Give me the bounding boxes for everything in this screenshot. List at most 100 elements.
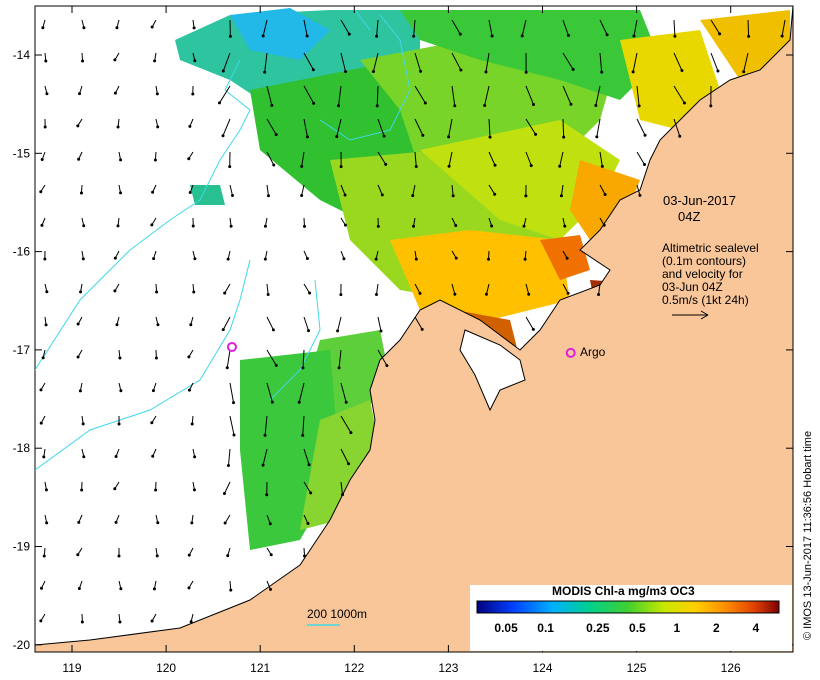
velocity-arrow-head	[306, 522, 310, 526]
velocity-arrow-head	[39, 619, 43, 623]
velocity-arrow-head	[193, 59, 197, 63]
velocity-arrow-head	[119, 158, 123, 162]
velocity-arrow	[266, 580, 271, 590]
velocity-arrow-head	[156, 323, 160, 327]
velocity-arrow-head	[263, 433, 267, 437]
note-line-2: (0.1m contours)	[662, 254, 746, 268]
velocity-arrow-head	[152, 587, 156, 591]
velocity-arrow-head	[603, 193, 607, 197]
velocity-arrow-head	[678, 134, 682, 138]
velocity-arrow-head	[263, 224, 267, 228]
colorbar-tick-label: 0.25	[586, 621, 610, 635]
map-time: 04Z	[678, 209, 700, 224]
velocity-arrow-head	[484, 292, 488, 296]
velocity-arrow-head	[534, 132, 538, 136]
velocity-arrow	[340, 448, 349, 465]
velocity-arrow-head	[269, 587, 273, 591]
velocity-arrow-head	[600, 164, 604, 168]
velocity-arrow-head	[569, 102, 573, 106]
velocity-arrow-head	[595, 135, 599, 139]
velocity-arrow-head	[228, 34, 232, 38]
velocity-arrow-head	[154, 488, 158, 492]
velocity-arrow-head	[344, 70, 348, 74]
velocity-arrow	[560, 184, 564, 196]
velocity-arrow	[525, 85, 534, 105]
velocity-arrow-head	[187, 355, 191, 359]
velocity-arrow-head	[187, 586, 191, 590]
velocity-arrow-head	[45, 92, 49, 96]
velocity-arrow-head	[117, 554, 121, 558]
velocity-arrow-head	[269, 553, 273, 557]
velocity-arrow-head	[44, 488, 48, 492]
velocity-arrow	[222, 118, 231, 136]
velocity-arrow	[599, 52, 603, 73]
bathymetry-legend: 200 1000m	[307, 607, 367, 626]
x-tick-label: 121	[250, 661, 270, 675]
velocity-arrow-head	[80, 488, 84, 492]
y-axis: -14 -15 -16 -17 -18 -19 -20	[13, 48, 793, 652]
velocity-arrow-head	[116, 125, 120, 129]
velocity-arrow	[229, 382, 235, 403]
velocity-arrow	[227, 448, 231, 466]
velocity-arrow-head	[297, 400, 301, 404]
x-tick-label: 123	[438, 661, 458, 675]
map-date: 03-Jun-2017	[663, 193, 736, 208]
velocity-arrow	[451, 85, 456, 106]
velocity-arrow	[562, 118, 565, 138]
velocity-arrow-head	[119, 389, 123, 393]
velocity-arrow-head	[272, 163, 276, 167]
velocity-arrow-head	[44, 323, 48, 327]
velocity-arrow-head	[77, 520, 81, 524]
velocity-arrow	[266, 151, 275, 166]
velocity-arrow-head	[79, 191, 83, 195]
velocity-arrow-head	[39, 388, 43, 392]
velocity-arrow-head	[374, 257, 378, 261]
velocity-arrow	[262, 448, 268, 466]
velocity-arrow-head	[265, 493, 269, 497]
y-tick-label: -17	[13, 343, 31, 357]
velocity-arrow-head	[718, 32, 722, 36]
velocity-arrow-head	[349, 431, 353, 435]
velocity-arrow-head	[115, 26, 119, 30]
velocity-arrow-head	[375, 34, 379, 38]
x-tick-label: 124	[532, 661, 552, 675]
velocity-arrow-head	[266, 293, 270, 297]
velocity-arrow	[521, 19, 527, 37]
velocity-arrow-head	[524, 194, 528, 198]
velocity-arrow-head	[189, 323, 193, 327]
velocity-arrow-head	[221, 69, 225, 73]
velocity-arrow-head	[193, 455, 197, 459]
velocity-arrow	[525, 283, 530, 295]
velocity-arrow-head	[523, 257, 527, 261]
y-tick-label: -15	[13, 146, 31, 160]
velocity-arrow	[673, 85, 685, 104]
velocity-arrow-head	[81, 257, 85, 261]
velocity-arrow	[222, 52, 231, 72]
y-tick-label: -19	[13, 540, 31, 554]
velocity-arrow-head	[187, 553, 191, 557]
velocity-arrow-head	[558, 164, 562, 168]
velocity-arrow-head	[597, 292, 601, 296]
velocity-arrow	[303, 52, 314, 71]
velocity-arrow	[414, 118, 424, 136]
velocity-arrow-head	[638, 193, 642, 197]
velocity-arrow	[303, 283, 310, 294]
velocity-arrow-head	[261, 463, 265, 467]
colorbar-tick-label: 1	[674, 621, 681, 635]
velocity-arrow-head	[154, 356, 158, 360]
velocity-arrow	[303, 316, 310, 331]
velocity-arrow-head	[483, 103, 487, 107]
velocity-arrow-head	[190, 521, 194, 525]
colorbar-ticks: 0.05 0.1 0.25 0.5 1 2 4	[494, 621, 759, 635]
velocity-arrow-head	[301, 433, 305, 437]
velocity-arrow-head	[459, 68, 463, 72]
velocity-arrow	[448, 118, 453, 137]
velocity-arrow-head	[77, 587, 81, 591]
velocity-arrow	[338, 349, 342, 368]
velocity-arrow-head	[347, 32, 351, 36]
velocity-arrow-head	[191, 92, 195, 96]
note-line-1: Altimetric sealevel	[662, 241, 759, 255]
velocity-arrow-head	[114, 520, 118, 524]
velocity-arrow	[224, 514, 231, 524]
velocity-arrow-head	[680, 69, 684, 73]
